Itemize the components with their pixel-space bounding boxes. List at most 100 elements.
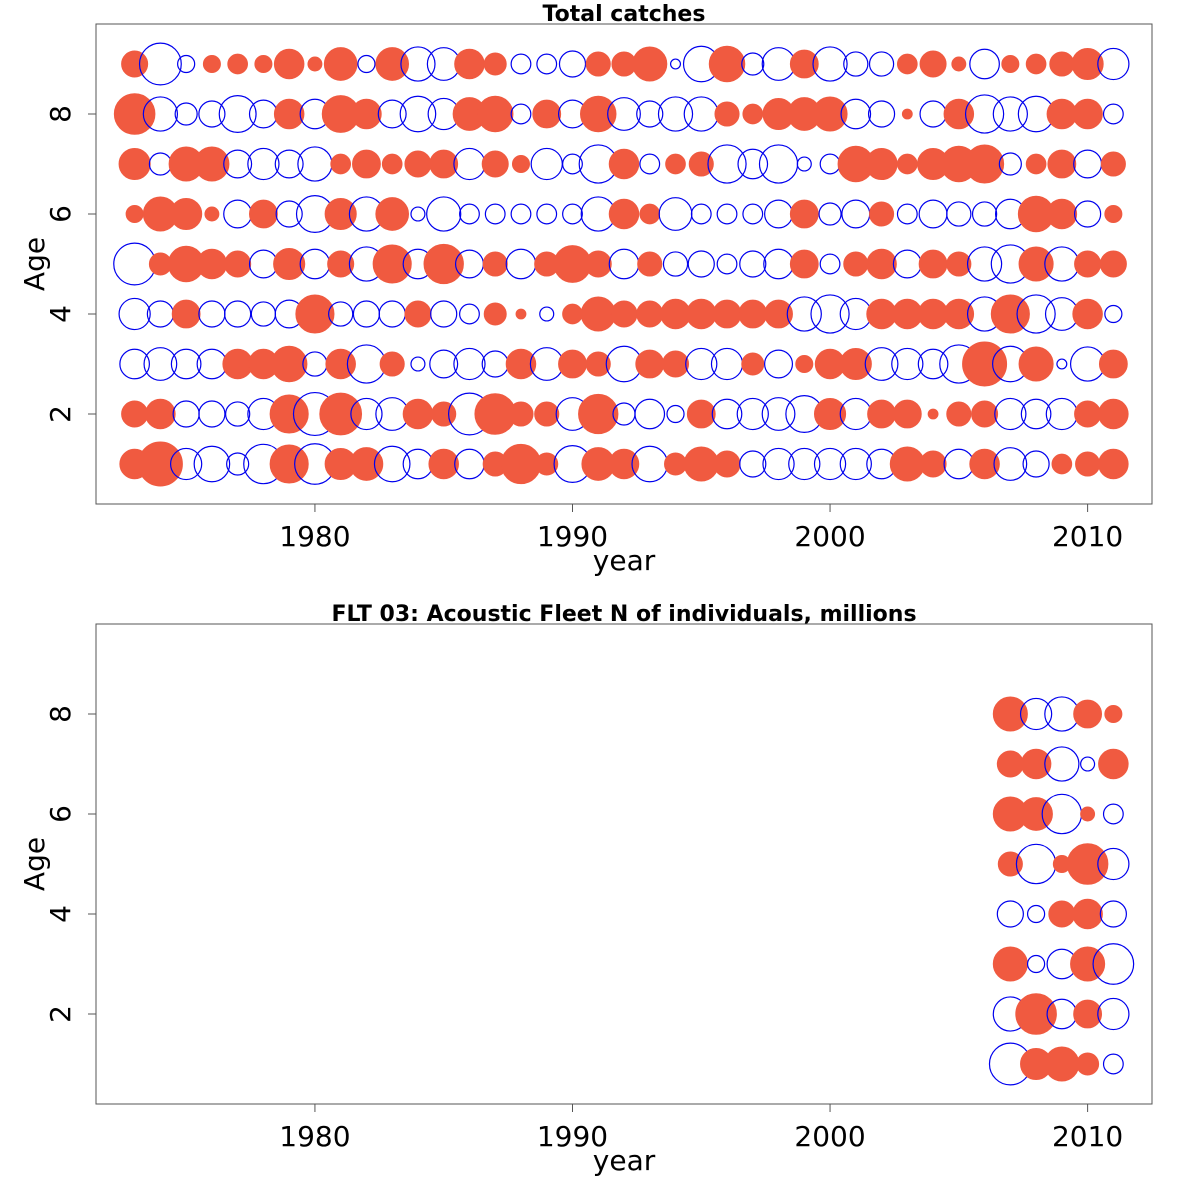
positive-residual-bubble (969, 448, 1000, 480)
y-axis-label: Age (18, 837, 51, 891)
positive-residual-bubble (194, 146, 230, 182)
negative-residual-bubble (864, 347, 899, 381)
x-tick-label: 1980 (279, 520, 350, 553)
positive-residual-bubble (580, 296, 616, 332)
negative-residual-bubble (658, 197, 693, 231)
y-tick-label: 8 (44, 105, 77, 123)
positive-residual-bubble (813, 397, 847, 431)
negative-residual-bubble (169, 447, 203, 481)
negative-residual-bubble (198, 300, 226, 328)
negative-residual-bubble (481, 350, 509, 378)
negative-residual-bubble (966, 246, 1003, 282)
positive-residual-bubble (1072, 898, 1103, 930)
positive-residual-bubble (273, 247, 306, 281)
x-axis: 1980 1990 2000 2010 (279, 504, 1123, 553)
x-axis: 1980 1990 2000 2010 (279, 1104, 1123, 1153)
negative-residual-bubble (357, 54, 376, 74)
negative-residual-bubble (739, 450, 767, 478)
positive-residual-bubble (843, 251, 869, 277)
total-catches-panel: Total catches 1980 1990 2000 2010 2 4 6 8 year… (18, 2, 1153, 577)
positive-residual-bubble (632, 46, 668, 82)
positive-residual-bubble (145, 398, 176, 430)
positive-residual-bubble (269, 444, 309, 484)
positive-residual-bubble (327, 250, 355, 278)
positive-residual-bubble (1072, 98, 1103, 130)
negative-residual-bubble (636, 100, 664, 128)
negative-residual-bubble (919, 100, 947, 128)
positive-residual-bubble (919, 50, 947, 78)
positive-residual-bubble (319, 392, 363, 436)
negative-residual-bubble (400, 46, 436, 82)
positive-residual-bubble (610, 300, 638, 328)
negative-residual-bubble (170, 348, 202, 380)
negative-residual-bubble (510, 203, 532, 225)
positive-residual-bubble (535, 452, 559, 476)
bubble-series (113, 42, 1130, 487)
positive-residual-bubble (585, 51, 611, 77)
negative-residual-bubble (943, 448, 975, 480)
positive-residual-bubble (712, 299, 742, 329)
negative-residual-bubble (1020, 398, 1052, 430)
positive-residual-bubble (352, 149, 381, 179)
negative-residual-bubble (454, 448, 485, 480)
positive-residual-bubble (227, 53, 248, 75)
positive-residual-bubble (962, 341, 1008, 387)
positive-residual-bubble (170, 197, 203, 231)
positive-residual-bubble (249, 199, 278, 229)
negative-residual-bubble (1097, 47, 1130, 81)
positive-residual-bubble (1076, 1052, 1100, 1076)
positive-residual-bubble (113, 93, 156, 135)
y-tick-label: 4 (44, 905, 77, 923)
x-tick-label: 1990 (537, 520, 608, 553)
positive-residual-bubble (511, 154, 530, 174)
positive-residual-bubble (635, 349, 665, 379)
positive-residual-bubble (714, 101, 740, 127)
negative-residual-bubble (350, 397, 383, 431)
positive-residual-bubble (307, 56, 323, 72)
negative-residual-bubble (716, 203, 738, 225)
negative-residual-bubble (193, 445, 231, 483)
positive-residual-bubble (639, 203, 661, 225)
negative-residual-bubble (172, 400, 200, 428)
negative-residual-bubble (666, 404, 685, 424)
positive-residual-bubble (1074, 250, 1102, 278)
negative-residual-bubble (1099, 900, 1127, 928)
positive-residual-bubble (965, 144, 1005, 184)
negative-residual-bubble (378, 300, 406, 328)
positive-residual-bubble (664, 452, 688, 476)
negative-residual-bubble (536, 203, 558, 225)
positive-residual-bubble (505, 348, 537, 380)
positive-residual-bubble (1098, 448, 1129, 480)
positive-residual-bubble (254, 54, 273, 74)
positive-residual-bubble (476, 95, 514, 133)
positive-residual-bubble (481, 150, 509, 178)
negative-residual-bubble (143, 347, 178, 381)
positive-residual-bubble (665, 153, 686, 175)
negative-residual-bubble (226, 452, 250, 476)
panel-title: FLT 03: Acoustic Fleet N of individuals,… (331, 602, 916, 627)
negative-residual-bubble (1097, 847, 1130, 881)
positive-residual-bubble (1018, 346, 1054, 382)
negative-residual-bubble (459, 303, 480, 325)
negative-residual-bubble (710, 347, 744, 381)
positive-residual-bubble (946, 251, 972, 277)
negative-residual-bubble (1019, 697, 1053, 731)
positive-residual-bubble (686, 399, 716, 429)
positive-residual-bubble (1046, 198, 1078, 230)
positive-residual-bubble (578, 393, 619, 435)
negative-residual-bubble (198, 400, 226, 428)
negative-residual-bubble (867, 100, 896, 128)
positive-residual-bubble (795, 354, 814, 374)
negative-residual-bubble (224, 300, 252, 328)
negative-residual-bubble (1097, 997, 1130, 1031)
negative-residual-bubble (1102, 103, 1124, 125)
x-tick-label: 2010 (1052, 520, 1123, 553)
positive-residual-bubble (125, 204, 144, 224)
positive-residual-bubble (789, 199, 819, 229)
positive-residual-bubble (404, 150, 432, 178)
negative-residual-bubble (994, 397, 1027, 431)
positive-residual-bubble (1048, 900, 1076, 928)
positive-residual-bubble (708, 45, 746, 83)
negative-residual-bubble (993, 447, 1028, 481)
negative-residual-bubble (174, 102, 198, 126)
